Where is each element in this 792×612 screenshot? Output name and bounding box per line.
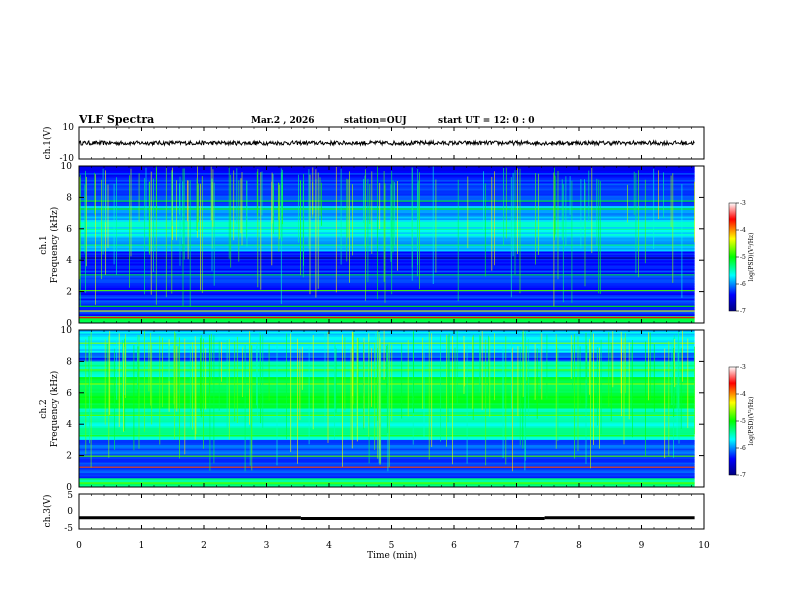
x-tick-label: 4 (326, 541, 332, 551)
ch2-spectrogram-colorbar-tick: -5 (740, 418, 746, 425)
ch1-spectrogram-colorbar-tick: -3 (740, 200, 746, 207)
ch1-spectrogram-ytick: 10 (61, 162, 73, 172)
ch2-spectrogram-colorbar-tick: -7 (740, 472, 746, 479)
ch1-spectrogram-panel: 0 2 4 6 8 10 ch.1 Frequency (kHz) -3 -4 -5 -6 -7 … (39, 162, 755, 329)
ch2-spectrogram-ylabel-channel: ch.2 (39, 399, 49, 418)
ch2-spectrogram-colorbar-tick: -4 (740, 391, 746, 398)
ch2-spectrogram-colorbar-tick: -6 (740, 445, 746, 452)
ch1-colorbar-label: log(PSD)(V²/Hz) (748, 233, 755, 282)
ch2-spectrogram-ytick: 0 (66, 483, 72, 493)
ch1-ylabel: ch.1(V) (42, 127, 53, 160)
ch1-ytick-top: 10 (63, 123, 75, 133)
ch1-spectrogram-ytick: 2 (66, 288, 72, 298)
ch3-ylabel: ch.3(V) (42, 495, 53, 528)
ch1-spectrogram-ytick: 6 (66, 225, 72, 235)
ch2-spectrogram-ytick: 4 (66, 420, 72, 430)
x-tick-label: 0 (76, 541, 82, 551)
x-tick-label: 2 (201, 541, 207, 551)
ch1-spectrogram-colorbar-tick: -5 (740, 254, 746, 261)
ch1-spectrogram-ytick: 4 (66, 256, 72, 266)
ch1-spectrogram-ytick: 0 (66, 319, 72, 329)
ch3-ytick-mid: 0 (67, 507, 73, 517)
ch1-spectrogram-colorbar-tick: -4 (740, 227, 746, 234)
ch1-spectrogram-image (79, 166, 695, 324)
ch1-spectrogram-ylabel-freq: Frequency (kHz) (49, 207, 60, 284)
ch1-spectrogram-colorbar-tick: -7 (740, 308, 746, 315)
x-tick-label: 8 (576, 541, 582, 551)
ch2-spectrogram-ytick: 2 (66, 452, 72, 462)
ch1-colorbar: -3 -4 -5 -6 -7 log(PSD)(V²/Hz) (728, 200, 755, 315)
date-label: Mar.2 , 2026 (251, 116, 315, 126)
ch2-spectrogram-ytick: 8 (66, 357, 72, 367)
ch3-ytick-top: 5 (67, 491, 73, 501)
start-time-label: start UT = 12: 0 : 0 (438, 116, 535, 126)
figure-title: VLF Spectra (78, 113, 154, 126)
ch1-ytick-bottom: -10 (60, 154, 75, 164)
ch1-trace (78, 139, 695, 147)
x-tick-label: 3 (264, 541, 270, 551)
ch2-spectrogram-image (79, 330, 695, 488)
x-tick-label: 7 (514, 541, 520, 551)
ch1-spectrogram-ytick: 8 (66, 193, 72, 203)
station-label: station=OUJ (344, 116, 407, 126)
ch3-trace (79, 516, 695, 520)
x-tick-label: 5 (389, 541, 395, 551)
ch1-spectrogram-ylabel-channel: ch.1 (39, 235, 49, 254)
ch2-spectrogram-colorbar-tick: -3 (740, 364, 746, 371)
ch3-panel: 5 0 -5 ch.3(V) (42, 491, 705, 534)
ch2-spectrogram-ytick: 6 (66, 389, 72, 399)
ch3-ytick-bottom: -5 (64, 524, 73, 534)
ch2-colorbar: -3 -4 -5 -6 -7 log(PSD)(V²/Hz) (728, 364, 755, 479)
ch1-spectrogram-colorbar-tick: -6 (740, 281, 746, 288)
x-axis-label: Time (min) (367, 550, 417, 561)
x-tick-label: 9 (639, 541, 645, 551)
x-tick-label: 6 (451, 541, 457, 551)
ch2-spectrogram-ylabel-freq: Frequency (kHz) (49, 371, 60, 448)
x-tick-label: 1 (139, 541, 145, 551)
ch2-spectrogram-ytick: 10 (61, 326, 73, 336)
ch1-panel: 10 -10 ch.1(V) (42, 123, 705, 164)
x-tick-label: 10 (698, 541, 710, 551)
ch3-frame (78, 493, 705, 530)
ch2-colorbar-label: log(PSD)(V²/Hz) (748, 397, 755, 446)
ch2-spectrogram-panel: 0 2 4 6 8 10 ch.2 Frequency (kHz) -3 -4 -5 -6 -7 … (39, 326, 755, 493)
x-axis: 0 1 2 3 4 5 6 7 8 9 10 (76, 127, 710, 551)
